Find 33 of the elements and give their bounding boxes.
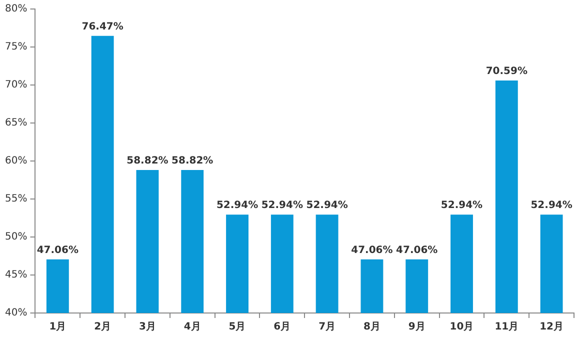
data-label: 52.94%	[530, 200, 572, 212]
data-label: 58.82%	[172, 156, 214, 167]
x-tick-label: 10月	[450, 322, 474, 333]
y-tick-label: 65%	[4, 118, 28, 129]
data-label: 47.06%	[351, 244, 393, 256]
y-tick-label: 45%	[4, 270, 28, 281]
data-label: 52.94%	[306, 200, 348, 212]
data-label: 58.82%	[126, 156, 168, 167]
x-tick-label: 1月	[49, 322, 66, 333]
x-tick-label: 2月	[94, 322, 112, 333]
x-tick-label: 12月	[540, 322, 564, 333]
x-tick-label: 5月	[228, 322, 246, 333]
x-tick-label: 7月	[318, 322, 336, 333]
data-label: 52.94%	[440, 200, 483, 212]
data-label: 47.06%	[36, 244, 79, 256]
y-tick-label: 60%	[4, 156, 28, 167]
data-label: 52.94%	[261, 200, 303, 212]
x-tick-label: 6月	[274, 322, 291, 333]
x-tick-label: 4月	[184, 322, 201, 333]
y-tick-label: 55%	[4, 194, 28, 205]
data-label: 70.59%	[486, 66, 528, 78]
y-tick-label: 40%	[4, 308, 28, 319]
data-label: 52.94%	[216, 200, 258, 212]
x-tick-label: 3月	[138, 322, 156, 333]
y-tick-label: 70%	[4, 80, 28, 91]
y-tick-label: 80%	[4, 4, 28, 15]
x-tick-label: 9月	[408, 322, 426, 333]
data-label: 76.47%	[82, 21, 124, 32]
y-tick-label: 75%	[4, 42, 28, 53]
y-tick-label: 50%	[4, 232, 28, 243]
x-tick-label: 8月	[363, 322, 380, 333]
x-tick-label: 11月	[494, 322, 519, 333]
data-label: 47.06%	[396, 244, 438, 256]
